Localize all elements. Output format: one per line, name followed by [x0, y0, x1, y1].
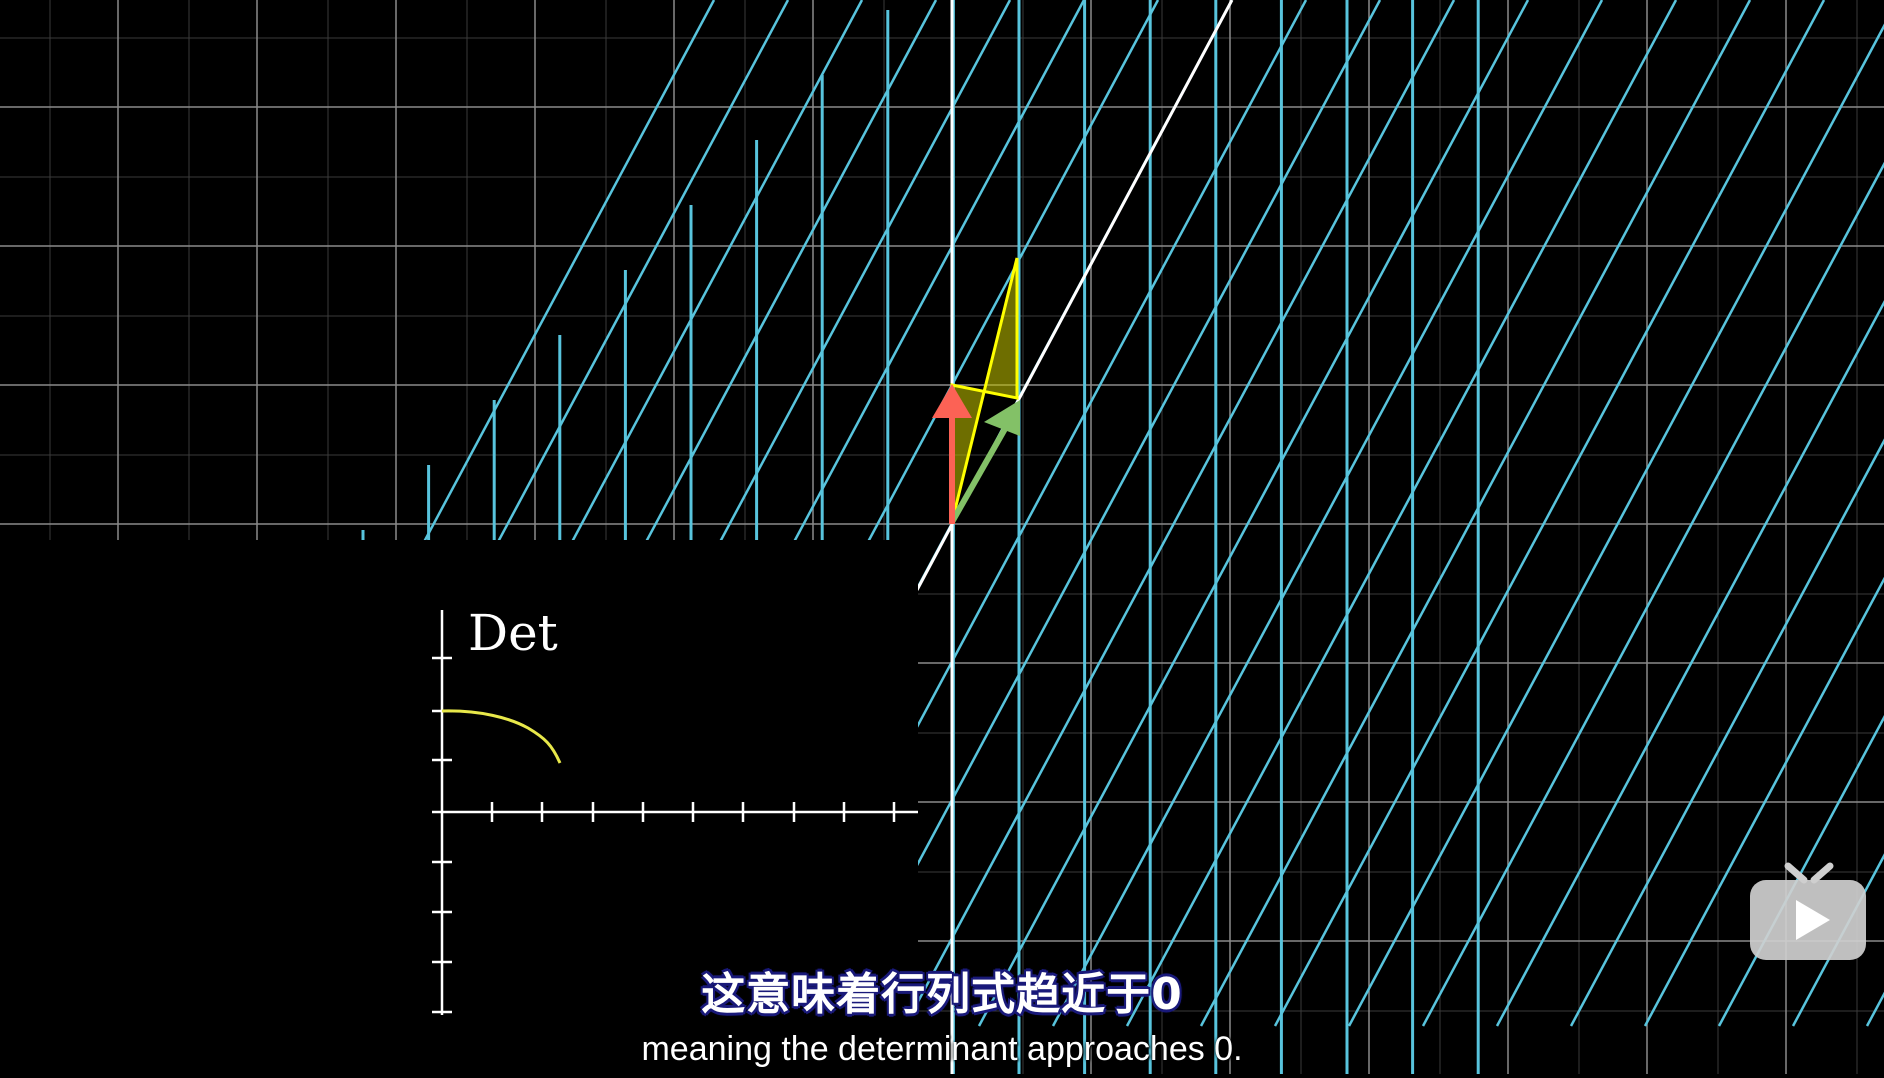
- i-hat-arrowhead-icon: [984, 400, 1020, 436]
- tv-play-button[interactable]: [1748, 860, 1868, 968]
- transformed-grid-diagonal-lines: [163, 0, 1884, 1027]
- teal-diagonal-line: [1051, 0, 1604, 1027]
- i-hat-vector-shaft: [949, 418, 1013, 524]
- j-hat-arrowhead-icon: [932, 384, 972, 418]
- teal-diagonal-line: [903, 0, 1456, 1027]
- teal-diagonal-line: [1421, 161, 1884, 1027]
- teal-diagonal-line: [1273, 0, 1826, 1027]
- teal-diagonal-line: [1495, 300, 1884, 1027]
- teal-diagonal-line: [1643, 576, 1884, 1027]
- teal-diagonal-line: [1347, 23, 1884, 1027]
- teal-diagonal-line: [1717, 714, 1884, 1027]
- det-axis-label: Det: [468, 604, 558, 662]
- subtitle-english: meaning the determinant approaches 0.: [641, 1030, 1243, 1068]
- teal-diagonal-line: [829, 0, 1382, 1027]
- teal-diagonal-line: [1125, 0, 1678, 1027]
- determinant-inset-panel: Det: [0, 540, 918, 1074]
- subtitle-chinese: 这意味着行列式趋近于0: [701, 969, 1183, 1020]
- det-curve: [441, 709, 562, 764]
- teal-diagonal-line: [1199, 0, 1752, 1027]
- tv-play-icon: [1750, 862, 1866, 960]
- teal-diagonal-line: [977, 0, 1530, 1027]
- teal-diagonal-line: [1569, 438, 1884, 1027]
